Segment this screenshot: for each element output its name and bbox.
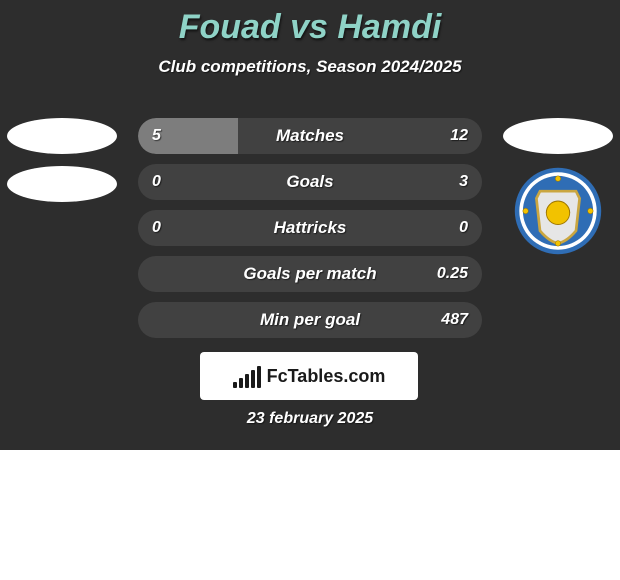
logo-text: FcTables.com (267, 366, 386, 387)
stats-table: 5Matches120Goals30Hattricks0Goals per ma… (138, 118, 482, 348)
stat-row: 0Hattricks0 (138, 210, 482, 246)
stat-label: Goals (138, 172, 482, 192)
page-subtitle: Club competitions, Season 2024/2025 (0, 57, 620, 77)
stat-right-value: 0.25 (437, 265, 468, 283)
club-crest-placeholder (7, 166, 117, 202)
footer-date: 23 february 2025 (0, 410, 620, 428)
stat-right-value: 487 (441, 311, 468, 329)
stat-row: Min per goal487 (138, 302, 482, 338)
stat-right-value: 3 (459, 173, 468, 191)
stat-row: 5Matches12 (138, 118, 482, 154)
stat-label: Hattricks (138, 218, 482, 238)
stat-label: Matches (138, 126, 482, 146)
bar-icon-segment (233, 382, 237, 388)
player-crest-placeholder (7, 118, 117, 154)
player-crest-placeholder (503, 118, 613, 154)
bar-icon-segment (257, 366, 261, 388)
chart-icon (233, 364, 261, 388)
right-player-col (500, 118, 616, 256)
stat-row: 0Goals3 (138, 164, 482, 200)
stat-label: Min per goal (138, 310, 482, 330)
left-player-col (4, 118, 120, 214)
bar-icon-segment (245, 374, 249, 388)
stat-right-value: 0 (459, 219, 468, 237)
bar-icon-segment (239, 378, 243, 388)
stat-row: Goals per match0.25 (138, 256, 482, 292)
stat-label: Goals per match (138, 264, 482, 284)
fctables-logo[interactable]: FcTables.com (200, 352, 418, 400)
page-title: Fouad vs Hamdi (0, 0, 620, 47)
club-crest (508, 166, 608, 256)
bar-icon-segment (251, 370, 255, 388)
stat-right-value: 12 (450, 127, 468, 145)
